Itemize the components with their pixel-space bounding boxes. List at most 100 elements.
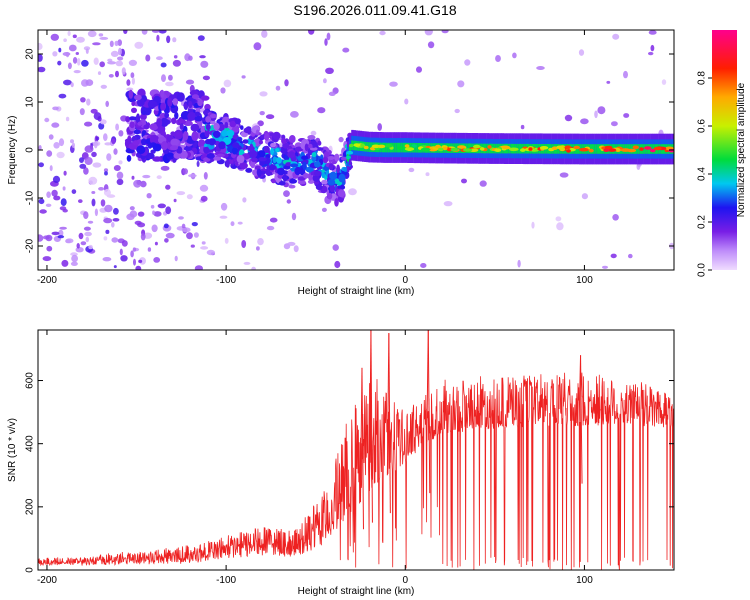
noise-blob [427, 41, 435, 49]
noise-blob [97, 116, 102, 122]
signal-blob [131, 107, 137, 114]
signal-blob [129, 121, 135, 129]
noise-blob [564, 114, 573, 122]
noise-blob [464, 59, 471, 66]
signal-blob [210, 119, 216, 125]
noise-blob [342, 47, 350, 53]
noise-blob [158, 30, 167, 34]
signal-blob [287, 169, 292, 177]
noise-blob [56, 151, 65, 159]
band-peak [566, 149, 571, 153]
noise-blob [199, 55, 206, 59]
noise-blob [113, 148, 118, 155]
signal-blob [187, 111, 197, 121]
noise-blob [137, 211, 145, 217]
noise-blob [71, 254, 78, 263]
noise-blob [454, 108, 460, 114]
signal-blob [141, 138, 147, 146]
noise-blob [91, 198, 96, 207]
noise-blob [70, 252, 78, 256]
band-peak [363, 145, 369, 150]
noise-blob [243, 261, 251, 265]
noise-blob [83, 167, 89, 175]
spectrogram-image [38, 30, 674, 270]
signal-blob [327, 156, 336, 160]
signal-blob [307, 135, 316, 140]
noise-blob [151, 224, 158, 233]
noise-blob [98, 33, 104, 37]
signal-blob [308, 143, 313, 149]
noise-blob [121, 240, 128, 247]
noise-blob [115, 123, 119, 131]
noise-blob [117, 39, 122, 46]
noise-blob [194, 265, 203, 270]
signal-blob [191, 131, 199, 142]
noise-blob [78, 199, 83, 204]
noise-blob [424, 30, 433, 36]
noise-blob [63, 79, 72, 86]
noise-blob [206, 249, 216, 256]
noise-blob [45, 203, 52, 207]
noise-blob [72, 57, 78, 64]
signal-blob [131, 101, 136, 107]
signal-blob [289, 178, 298, 184]
signal-blob [183, 146, 193, 152]
band-peak [588, 148, 594, 153]
noise-blob [323, 78, 327, 84]
signal-blob [301, 155, 309, 160]
noise-blob [91, 191, 96, 194]
snr-spike [427, 330, 431, 494]
noise-blob [99, 36, 109, 40]
x-tick-label: -200 [37, 575, 57, 586]
noise-blob [479, 180, 487, 187]
noise-blob [83, 46, 91, 51]
noise-blob [109, 40, 114, 47]
noise-blob [196, 160, 200, 167]
noise-blob [99, 119, 107, 125]
noise-blob [648, 51, 654, 56]
noise-blob [165, 81, 174, 87]
noise-blob [134, 41, 144, 49]
noise-blob [84, 157, 93, 165]
noise-blob [253, 42, 262, 51]
noise-blob [100, 199, 106, 207]
noise-blob [68, 44, 77, 52]
signal-blob [321, 179, 328, 185]
noise-blob [50, 33, 59, 41]
signal-blob [205, 116, 212, 123]
band-peak [457, 145, 466, 149]
noise-blob [75, 247, 84, 253]
band-core [349, 145, 352, 155]
noise-blob [57, 235, 65, 239]
noise-blob [581, 193, 589, 200]
band-core [385, 142, 388, 153]
noise-blob [140, 233, 146, 241]
noise-blob [67, 30, 71, 37]
snr-spike [388, 333, 391, 514]
signal-blob [272, 156, 277, 164]
band-core [486, 143, 490, 154]
noise-blob [83, 226, 91, 231]
band-peak [653, 146, 662, 151]
signal-blob [302, 161, 307, 170]
noise-blob [103, 217, 113, 224]
signal-blob [194, 115, 203, 122]
signal-blob [270, 142, 277, 148]
signal-blob [268, 164, 276, 171]
noise-blob [602, 265, 608, 269]
noise-blob [67, 62, 72, 70]
band-peak [564, 145, 572, 149]
noise-blob [117, 56, 124, 61]
colorbar-tick-label: 0.2 [697, 215, 708, 229]
noise-blob [293, 245, 299, 253]
noise-blob [84, 145, 94, 153]
signal-blob [248, 149, 258, 159]
signal-blob [191, 94, 200, 100]
noise-blob [259, 91, 268, 97]
signal-blob [249, 143, 254, 152]
y-axis-label: Frequency (Hz) [7, 116, 18, 185]
noise-blob [63, 170, 67, 176]
noise-blob [51, 189, 58, 197]
signal-blob [245, 168, 252, 173]
noise-blob [186, 194, 193, 200]
